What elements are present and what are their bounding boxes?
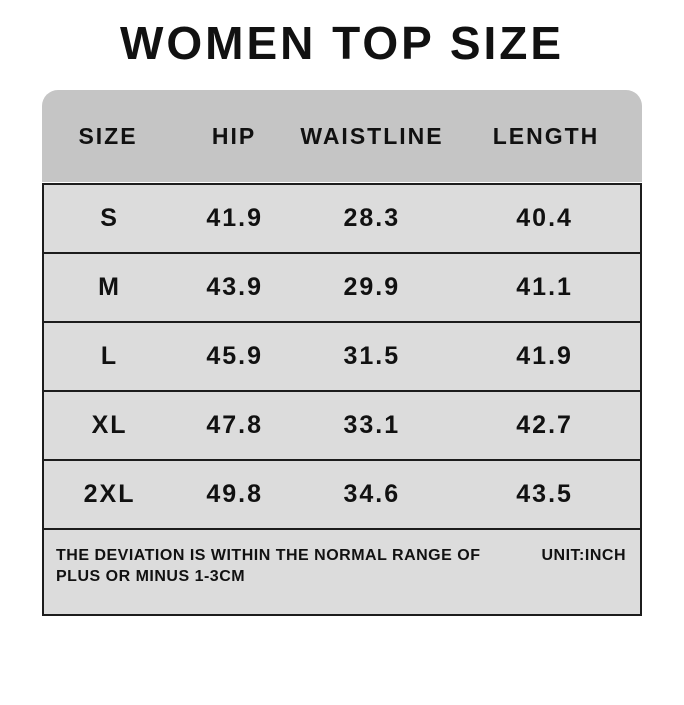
waistline-cell: 29.9 bbox=[343, 273, 401, 301]
table-row-l: L 45.9 31.5 41.9 bbox=[42, 321, 642, 392]
hip-cell: 49.8 bbox=[206, 480, 264, 508]
table-footer-row: THE DEVIATION IS WITHIN THE NORMAL RANGE… bbox=[42, 528, 642, 616]
table-row-m: M 43.9 29.9 41.1 bbox=[42, 252, 642, 323]
length-cell: 42.7 bbox=[516, 411, 573, 439]
hip-cell: 45.9 bbox=[206, 342, 264, 370]
length-cell: 41.9 bbox=[516, 342, 573, 370]
table-body: S 41.9 28.3 40.4 M 43.9 29.9 41.1 L 45.9… bbox=[42, 183, 642, 530]
waistline-cell: 28.3 bbox=[343, 204, 401, 232]
waistline-cell: 31.5 bbox=[343, 342, 401, 370]
table-header-row: SIZE HIP WAISTLINE LENGTH bbox=[42, 90, 642, 182]
waistline-cell: 34.6 bbox=[343, 480, 401, 508]
length-cell: 43.5 bbox=[516, 480, 573, 508]
column-header-length: LENGTH bbox=[492, 122, 600, 149]
size-cell: S bbox=[100, 204, 119, 232]
page-title: WOMEN TOP SIZE bbox=[119, 17, 565, 69]
column-header-waistline: WAISTLINE bbox=[300, 122, 444, 149]
table-row-s: S 41.9 28.3 40.4 bbox=[42, 183, 642, 254]
column-header-size: SIZE bbox=[78, 122, 138, 149]
size-cell: 2XL bbox=[83, 480, 136, 508]
hip-cell: 47.8 bbox=[206, 411, 264, 439]
unit-label: UNIT:INCH bbox=[541, 547, 626, 564]
waistline-cell: 33.1 bbox=[343, 411, 401, 439]
length-cell: 40.4 bbox=[516, 204, 573, 232]
length-cell: 41.1 bbox=[516, 273, 573, 301]
hip-cell: 41.9 bbox=[206, 204, 264, 232]
table-row-2xl: 2XL 49.8 34.6 43.5 bbox=[42, 459, 642, 530]
column-header-hip: HIP bbox=[211, 122, 257, 149]
size-chart-table: SIZE HIP WAISTLINE LENGTH S 41.9 28.3 40… bbox=[42, 90, 642, 616]
size-cell: XL bbox=[91, 411, 128, 439]
hip-cell: 43.9 bbox=[206, 273, 264, 301]
table-row-xl: XL 47.8 33.1 42.7 bbox=[42, 390, 642, 461]
deviation-note: THE DEVIATION IS WITHIN THE NORMAL RANGE… bbox=[56, 547, 481, 585]
size-cell: L bbox=[100, 342, 119, 370]
size-cell: M bbox=[98, 273, 121, 301]
